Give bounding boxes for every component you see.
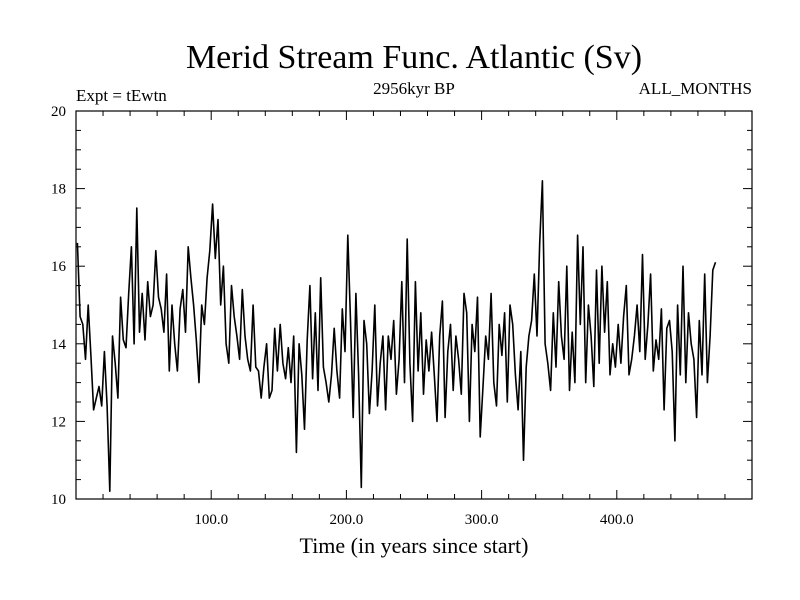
x-tick-label: 400.0 — [600, 512, 634, 528]
x-axis-label: Time (in years since start) — [300, 533, 529, 558]
x-axis-tick-labels: 100.0 200.0 300.0 400.0 — [194, 512, 633, 528]
period-label: 2956kyr BP — [373, 79, 455, 98]
y-tick-label: 18 — [51, 182, 66, 198]
months-label: ALL_MONTHS — [639, 79, 752, 98]
x-tick-label: 200.0 — [330, 512, 364, 528]
y-tick-label: 16 — [51, 259, 67, 275]
experiment-label: Expt = tEwtn — [76, 86, 167, 105]
y-tick-label: 10 — [51, 492, 66, 508]
y-axis-tick-labels: 10 12 14 16 18 20 — [51, 104, 67, 508]
data-series-line — [76, 180, 717, 492]
y-tick-label: 12 — [51, 414, 66, 430]
y-tick-label: 14 — [51, 337, 67, 353]
y-tick-label: 20 — [51, 104, 66, 120]
plot-frame — [75, 110, 753, 500]
y-axis-ticks — [76, 129, 752, 481]
x-axis-ticks — [102, 111, 726, 499]
x-tick-label: 300.0 — [465, 512, 499, 528]
chart-title: Merid Stream Func. Atlantic (Sv) — [186, 39, 642, 76]
x-tick-label: 100.0 — [194, 512, 228, 528]
